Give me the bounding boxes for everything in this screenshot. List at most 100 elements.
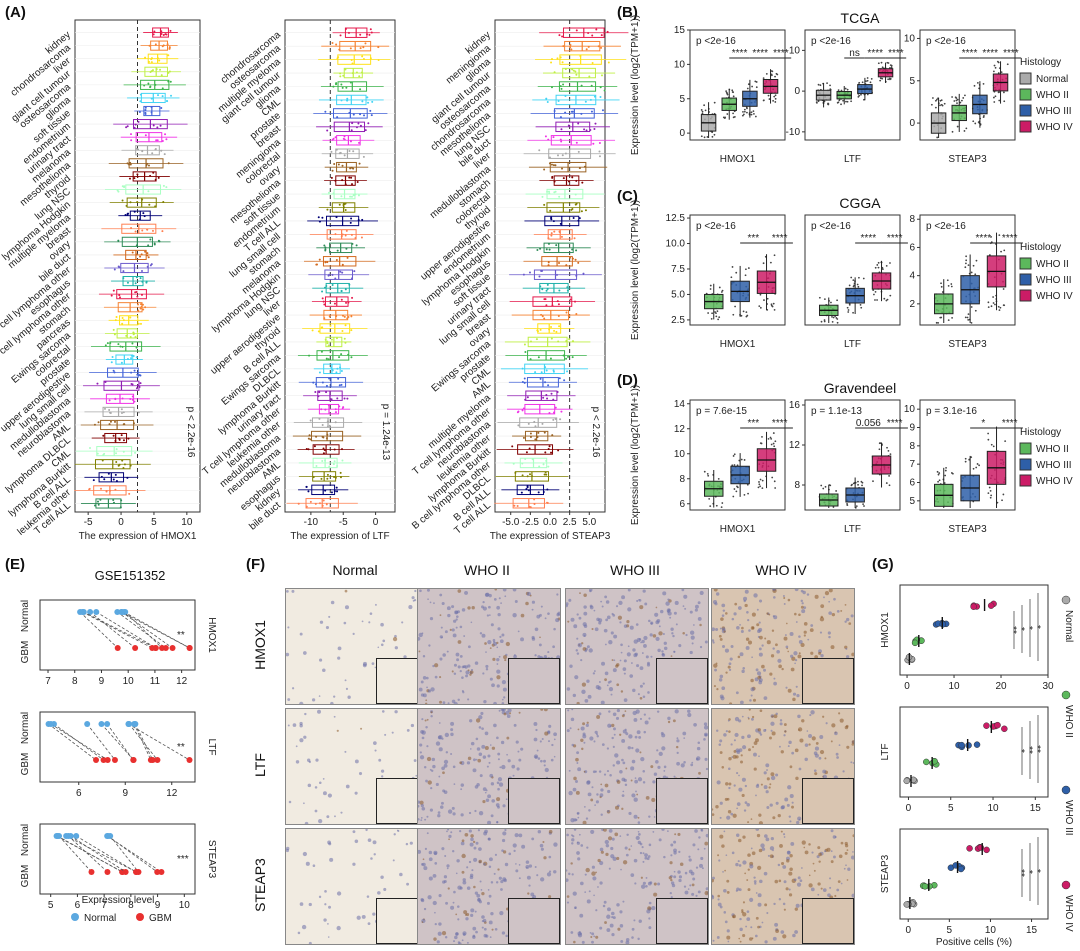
data-point bbox=[598, 142, 601, 145]
data-point bbox=[351, 296, 354, 299]
data-point bbox=[556, 57, 559, 60]
data-point bbox=[724, 116, 727, 119]
legend-title: Histology bbox=[1020, 427, 1061, 438]
tick-label: 5 bbox=[909, 496, 915, 507]
data-point bbox=[126, 162, 129, 165]
data-point bbox=[160, 32, 163, 35]
data-point bbox=[161, 230, 164, 233]
data-point bbox=[769, 436, 772, 439]
data-point bbox=[355, 244, 358, 247]
data-point bbox=[120, 499, 123, 502]
data-point bbox=[720, 291, 723, 293]
data-point bbox=[872, 480, 874, 483]
data-point bbox=[123, 463, 126, 466]
tick-label: 9 bbox=[122, 788, 128, 799]
data-point bbox=[340, 290, 343, 293]
data-point bbox=[557, 449, 560, 452]
legend-swatch bbox=[1019, 289, 1032, 302]
data-point bbox=[538, 465, 541, 468]
data-point bbox=[990, 494, 993, 497]
sig-label: **** bbox=[888, 48, 904, 59]
data-point bbox=[713, 133, 716, 136]
data-point bbox=[330, 491, 333, 494]
data-point bbox=[889, 294, 892, 297]
data-point bbox=[350, 277, 353, 280]
pair-line bbox=[117, 611, 167, 649]
data-point bbox=[992, 302, 995, 304]
data-point bbox=[165, 138, 168, 141]
data-point bbox=[333, 163, 336, 166]
tick-label: 0 bbox=[905, 925, 911, 936]
data-point bbox=[592, 142, 595, 145]
data-point bbox=[323, 303, 326, 306]
data-point bbox=[525, 487, 528, 490]
group-point bbox=[903, 901, 911, 908]
data-point bbox=[322, 447, 325, 450]
data-point bbox=[770, 443, 773, 446]
data-point bbox=[324, 489, 327, 492]
sig-label: ** bbox=[177, 742, 185, 753]
panel-b-title: TCGA bbox=[840, 10, 880, 26]
data-point bbox=[556, 154, 559, 157]
data-point bbox=[993, 96, 995, 99]
data-point bbox=[588, 75, 591, 78]
data-point bbox=[164, 33, 167, 36]
data-point bbox=[164, 133, 167, 136]
y-label-gbm: GBM bbox=[20, 865, 31, 888]
tick-label: 10 bbox=[674, 449, 686, 460]
data-point bbox=[866, 79, 869, 82]
data-point bbox=[753, 113, 755, 115]
data-point bbox=[106, 342, 109, 345]
data-point bbox=[125, 334, 128, 337]
data-point bbox=[88, 488, 91, 491]
data-point bbox=[340, 235, 343, 238]
data-point bbox=[823, 319, 826, 321]
data-point bbox=[714, 311, 716, 313]
data-point bbox=[121, 459, 124, 462]
gene-label: LTF bbox=[844, 154, 861, 165]
data-point bbox=[125, 126, 128, 129]
data-point bbox=[144, 306, 147, 309]
data-point bbox=[562, 177, 565, 180]
data-point bbox=[944, 469, 947, 472]
tick-label: 8 bbox=[72, 676, 78, 687]
data-point bbox=[305, 485, 308, 488]
data-point bbox=[525, 451, 528, 454]
data-point bbox=[823, 320, 826, 323]
data-point bbox=[542, 491, 545, 494]
data-point bbox=[350, 217, 353, 220]
data-point bbox=[558, 34, 561, 37]
data-point bbox=[732, 495, 735, 498]
ihc-inset-zoom bbox=[656, 898, 708, 944]
data-point bbox=[324, 408, 327, 411]
data-point bbox=[541, 288, 544, 291]
data-point bbox=[338, 384, 341, 387]
data-point bbox=[547, 138, 550, 141]
data-point bbox=[731, 464, 734, 467]
pair-line bbox=[83, 611, 156, 649]
data-point bbox=[97, 500, 100, 503]
data-point bbox=[558, 289, 561, 292]
data-point bbox=[970, 456, 973, 459]
data-point bbox=[541, 422, 544, 425]
sig-label: * bbox=[1015, 627, 1026, 631]
data-point bbox=[936, 470, 939, 473]
data-point bbox=[339, 476, 342, 479]
data-point bbox=[352, 113, 355, 116]
data-point bbox=[555, 330, 558, 333]
data-point bbox=[967, 318, 970, 321]
p-value: p < 2.2e-16 bbox=[590, 407, 601, 458]
data-point bbox=[97, 421, 100, 424]
p-value: p <2e-16 bbox=[696, 36, 736, 47]
pair-line bbox=[65, 835, 137, 873]
data-point bbox=[529, 436, 532, 439]
data-point bbox=[127, 212, 130, 215]
data-point bbox=[992, 445, 995, 448]
data-point bbox=[337, 56, 340, 59]
data-point bbox=[169, 80, 172, 83]
data-point bbox=[537, 491, 540, 494]
ihc-image bbox=[565, 828, 709, 945]
normal-point bbox=[104, 833, 111, 839]
data-point bbox=[543, 473, 546, 476]
data-point bbox=[860, 93, 862, 96]
